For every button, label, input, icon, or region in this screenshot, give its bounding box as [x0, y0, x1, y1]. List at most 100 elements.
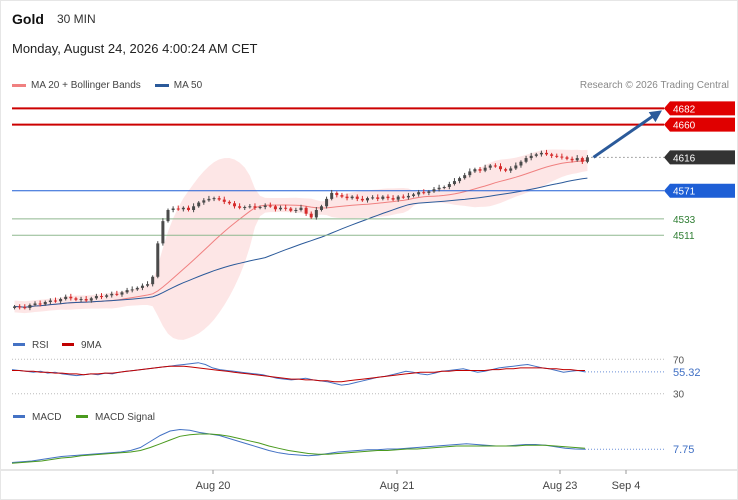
candle-body	[427, 191, 431, 193]
candle-body	[580, 158, 584, 162]
candle	[468, 168, 472, 178]
candle	[120, 290, 124, 297]
rsi-panel[interactable]: RSI 9MA 70 30 55.32	[11, 340, 701, 401]
x-tick-label-aug-20: Aug 20	[196, 480, 231, 492]
price-panel[interactable]: 4682 4660 4616 4571 4533 4511	[12, 101, 735, 340]
candle	[284, 204, 288, 211]
candle	[243, 205, 247, 210]
legend-ma20[interactable]: MA 20 + Bollinger Bands	[12, 80, 141, 91]
candle-body	[570, 158, 574, 161]
instrument-title: Gold	[12, 11, 44, 27]
candle-body	[146, 284, 150, 286]
candle	[238, 203, 242, 210]
candle	[89, 296, 93, 303]
candle	[197, 201, 201, 208]
main-legend: MA 20 + Bollinger Bands MA 50	[12, 80, 216, 91]
forecast-arrow-head-icon	[648, 110, 662, 123]
candle	[391, 195, 395, 202]
candle	[360, 195, 364, 202]
candle-body	[340, 195, 344, 197]
legend-ma50[interactable]: MA 50	[154, 80, 202, 91]
candle-body	[304, 207, 308, 214]
candle-body	[473, 169, 477, 172]
candle-body	[417, 192, 421, 195]
candle-body	[309, 213, 313, 218]
macd-panel[interactable]: MACD MACD Signal 7.75	[11, 412, 694, 464]
candle	[493, 163, 497, 168]
candle	[192, 203, 196, 213]
candle-body	[84, 299, 88, 301]
x-axis: Aug 20 Aug 21 Aug 23 Sep 4	[0, 469, 738, 492]
level-label-4571: 4571	[673, 187, 696, 198]
macd-signal-legend-label: MACD Signal	[95, 412, 155, 423]
research-credit: Research © 2026 Trading Central	[579, 80, 729, 91]
candle-body	[217, 198, 221, 200]
candle	[365, 196, 369, 203]
candle	[565, 155, 569, 161]
candle-body	[437, 187, 441, 190]
candle-body	[166, 210, 170, 222]
level-tag-4660	[664, 117, 735, 132]
ma50-swatch-icon	[154, 84, 169, 87]
candle-body	[28, 304, 32, 308]
candle-body	[488, 165, 492, 168]
candle-body	[64, 296, 68, 300]
candle-body	[186, 207, 190, 210]
candle	[432, 187, 436, 193]
candle	[437, 184, 441, 192]
candle-body	[289, 208, 293, 211]
candle	[115, 290, 119, 297]
candle-body	[442, 187, 446, 188]
candle-body	[130, 289, 134, 291]
candle-body	[238, 206, 242, 208]
candle-body	[534, 154, 538, 156]
level-label-4533: 4533	[673, 215, 696, 226]
candle-body	[545, 152, 549, 155]
candle	[355, 194, 359, 202]
candle-body	[176, 208, 180, 210]
rsi-legend-swatch-icon	[13, 343, 25, 346]
candle-body	[493, 165, 497, 167]
candle-body	[202, 200, 206, 203]
candle-body	[43, 302, 47, 305]
candle	[294, 207, 298, 213]
candle	[130, 286, 134, 293]
candle	[176, 205, 180, 211]
candle-body	[135, 287, 139, 290]
candle	[371, 195, 375, 200]
candle-body	[100, 296, 104, 298]
candle-body	[248, 206, 252, 208]
candle-body	[38, 303, 42, 305]
level-tag-4682	[664, 101, 735, 116]
candle	[110, 291, 114, 298]
candle	[478, 166, 482, 173]
x-tick-label-sep-4: Sep 4	[612, 480, 641, 492]
candle	[330, 189, 334, 201]
candle	[555, 153, 559, 159]
candle-body	[181, 207, 185, 210]
level-label-4682: 4682	[673, 104, 696, 115]
forecast-arrow-shaft	[592, 114, 655, 159]
candle-body	[125, 290, 129, 293]
candle-body	[325, 198, 329, 207]
candle-body	[314, 210, 318, 218]
candle	[376, 194, 380, 202]
candle	[422, 189, 426, 195]
macd-legend-swatch-icon	[13, 415, 25, 418]
level-label-4660: 4660	[673, 121, 696, 132]
candle	[504, 167, 508, 173]
rsi-current-value: 55.32	[673, 367, 701, 379]
candle	[381, 195, 385, 201]
candle-body	[514, 165, 518, 169]
candle-body	[539, 152, 543, 155]
candle	[412, 192, 416, 198]
candle-body	[555, 155, 559, 157]
candle-body	[151, 276, 155, 285]
candle	[545, 149, 549, 156]
candle-body	[13, 306, 17, 308]
candle	[94, 293, 98, 300]
candle	[309, 211, 313, 219]
interval-label[interactable]: 30 MIN	[57, 12, 96, 26]
candle-body	[120, 292, 124, 295]
